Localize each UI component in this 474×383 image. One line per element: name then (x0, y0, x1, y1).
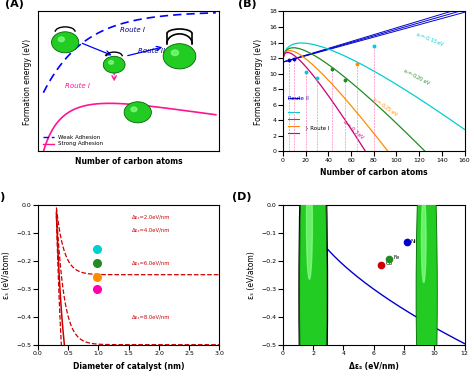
Text: (B): (B) (237, 0, 256, 9)
Text: $\varepsilon_s$=-0.15 eV: $\varepsilon_s$=-0.15 eV (414, 29, 447, 49)
Circle shape (109, 61, 113, 64)
Text: Δεₛ=8.0eV/nm: Δεₛ=8.0eV/nm (132, 314, 170, 319)
Circle shape (52, 32, 79, 53)
Circle shape (421, 196, 426, 283)
Text: Route I: Route I (65, 83, 90, 90)
Text: $\varepsilon_s$=-0.3 eV: $\varepsilon_s$=-0.3 eV (340, 117, 367, 143)
Text: Route I: Route I (119, 28, 145, 33)
Text: $\varepsilon_s$=-0.25 eV: $\varepsilon_s$=-0.25 eV (370, 94, 400, 119)
Circle shape (163, 44, 196, 69)
Circle shape (300, 42, 327, 383)
Y-axis label: Formation energy (eV): Formation energy (eV) (255, 38, 264, 124)
Legend: Weak Adhesion, Strong Adhesion: Weak Adhesion, Strong Adhesion (41, 133, 106, 149)
Text: (C): (C) (0, 192, 6, 202)
Text: (A): (A) (5, 0, 24, 9)
Circle shape (124, 102, 151, 123)
Text: Fe: Fe (393, 255, 400, 260)
Text: $\varepsilon_s$=-0.20 eV: $\varepsilon_s$=-0.20 eV (401, 66, 433, 88)
X-axis label: Number of carbon atoms: Number of carbon atoms (320, 168, 428, 177)
Circle shape (171, 50, 179, 56)
Circle shape (416, 98, 438, 383)
Text: Route II: Route II (138, 49, 165, 54)
X-axis label: Diameter of catalyst (nm): Diameter of catalyst (nm) (73, 362, 184, 370)
Y-axis label: εₛ (eV/atom): εₛ (eV/atom) (247, 251, 256, 299)
Y-axis label: εₛ (eV/atom): εₛ (eV/atom) (2, 251, 11, 299)
Text: Ni: Ni (411, 239, 417, 244)
Circle shape (58, 37, 64, 42)
X-axis label: Number of carbon atoms: Number of carbon atoms (75, 157, 182, 166)
Text: Δεₛ=6.0eV/nm: Δεₛ=6.0eV/nm (132, 261, 170, 266)
Text: Δεₛ=4.0eV/nm: Δεₛ=4.0eV/nm (132, 228, 170, 233)
Circle shape (306, 168, 312, 279)
Circle shape (131, 107, 137, 112)
Text: Co: Co (386, 261, 393, 266)
Y-axis label: Formation energy (eV): Formation energy (eV) (23, 38, 32, 124)
X-axis label: Δεₛ (eV/nm): Δεₛ (eV/nm) (349, 362, 399, 370)
Text: } Route I: } Route I (305, 125, 329, 130)
Circle shape (103, 56, 125, 73)
Text: (D): (D) (232, 192, 252, 202)
Text: Route II: Route II (289, 96, 310, 101)
Text: Δεₛ=2.0eV/nm: Δεₛ=2.0eV/nm (132, 214, 170, 219)
